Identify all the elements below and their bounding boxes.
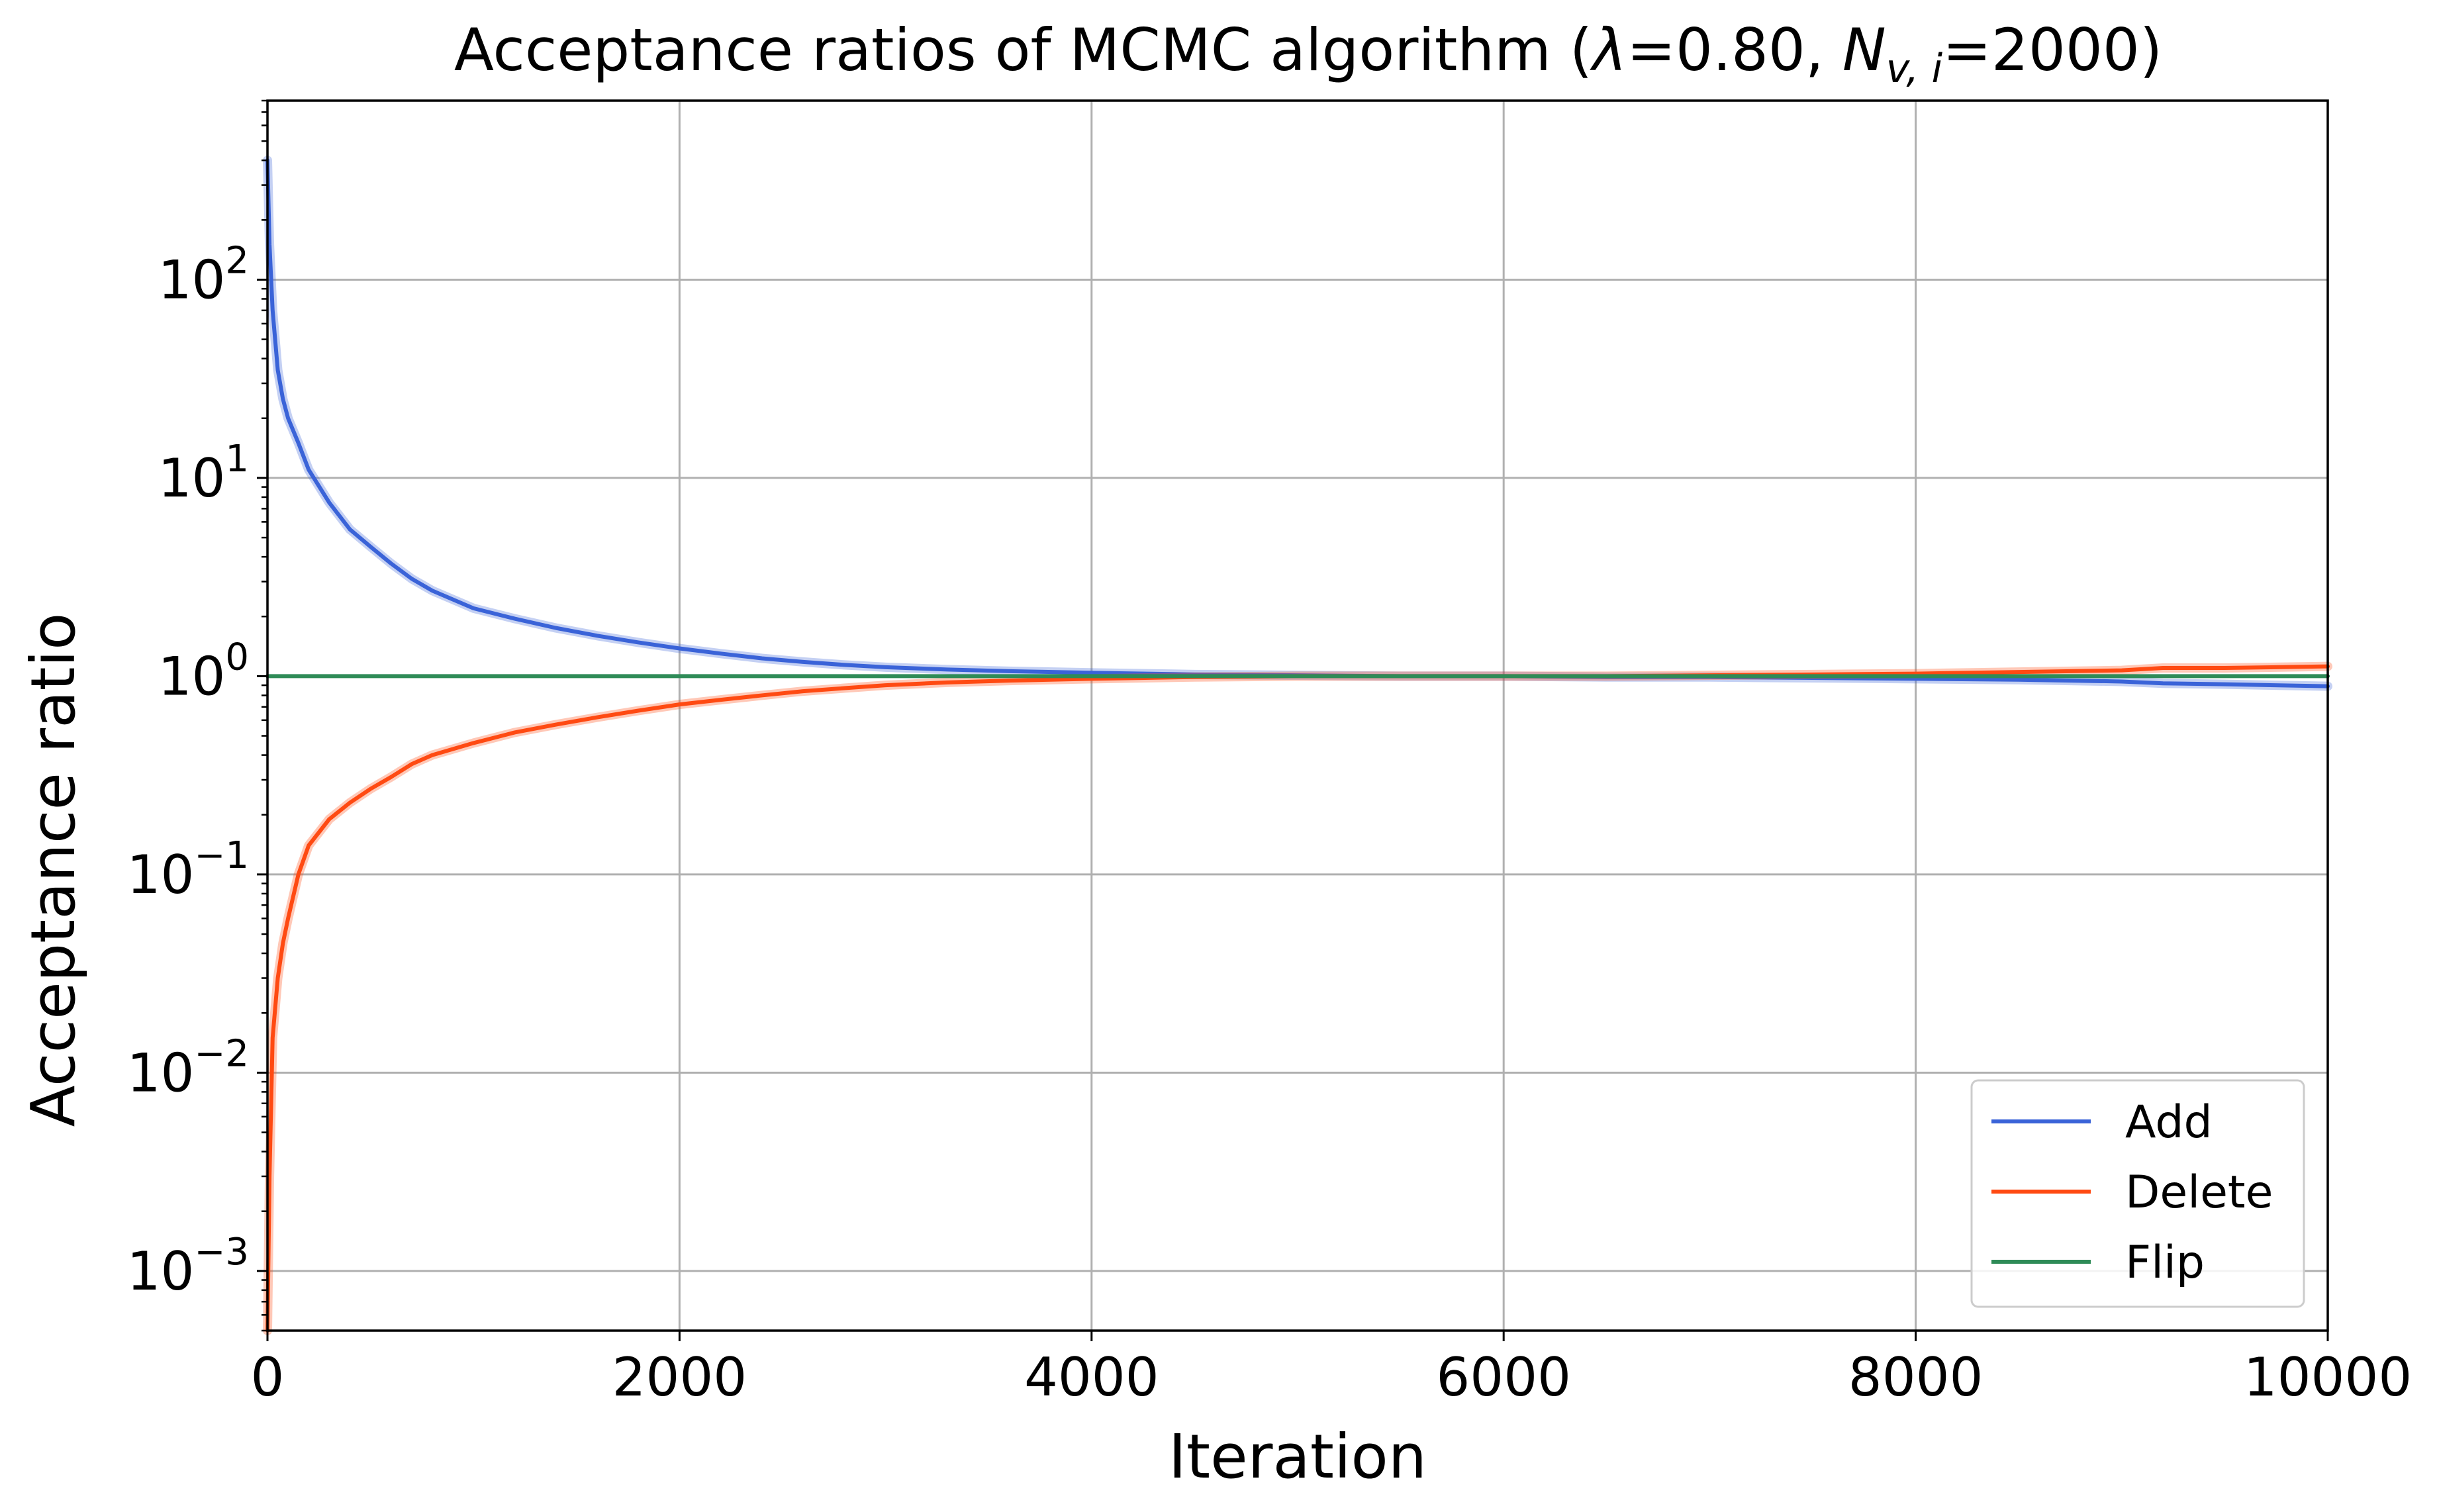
series-add-band: [263, 156, 2332, 691]
chart-title-lambda-value: =0.80,: [1627, 16, 1842, 84]
legend-box: [1970, 1079, 2305, 1308]
legend-label-flip: Flip: [2125, 1237, 2205, 1289]
x-tick-label: 2000: [612, 1347, 747, 1408]
chart-title-lambda: λ: [1590, 16, 1627, 84]
x-tick-label: 6000: [1436, 1347, 1571, 1408]
chart-title-n-value: =2000): [1942, 16, 2162, 84]
y-tick-label: 10−1: [127, 834, 249, 906]
legend-label-delete: Delete: [2125, 1166, 2273, 1219]
x-axis-label: Iteration: [1169, 1421, 1427, 1492]
series-add-line: [265, 158, 2330, 688]
chart-title-n-symbol: N: [1842, 16, 1886, 84]
chart-title-n-subscript: v, i: [1886, 46, 1943, 92]
y-tick-label: 100: [158, 636, 249, 707]
x-tick-label: 0: [251, 1347, 285, 1408]
y-tick-label: 10−2: [127, 1032, 249, 1104]
x-tick-label: 8000: [1848, 1347, 1983, 1408]
x-tick-label: 10000: [2244, 1347, 2413, 1408]
y-axis-label: Acceptance ratio: [18, 613, 89, 1127]
y-tick-label: 101: [158, 438, 249, 509]
x-tick-label: 4000: [1024, 1347, 1159, 1408]
chart-title-prefix: Acceptance ratios of MCMC algorithm (: [454, 16, 1592, 84]
legend: Add Delete Flip: [1970, 1079, 2305, 1308]
svg-text:Acceptance ratios of MCMC algo: Acceptance ratios of MCMC algorithm (λ=0…: [454, 16, 2162, 92]
plot-frame: [266, 99, 2329, 1332]
axes: 0 2000 4000 6000 8000 10000 10−3 10−2 10−1 100 101…: [127, 99, 2413, 1408]
y-tick-label: 102: [158, 239, 249, 310]
series-lines: [263, 156, 2332, 1335]
chart-title: Acceptance ratios of MCMC algorithm (λ=0…: [454, 16, 2162, 92]
legend-label-add: Add: [2125, 1096, 2213, 1149]
y-tick-label: 10−3: [127, 1231, 249, 1302]
